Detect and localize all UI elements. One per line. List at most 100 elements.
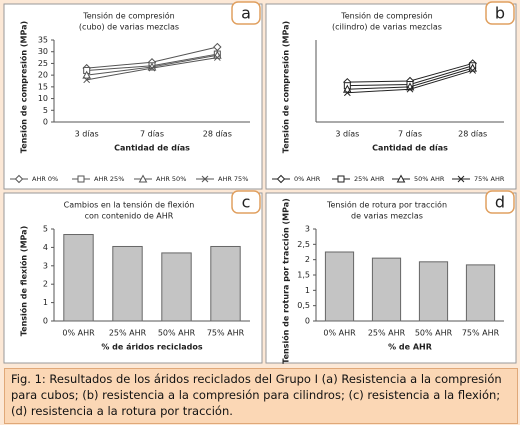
legend-label: AHR 75%: [218, 175, 248, 183]
legend-label: AHR 25%: [94, 175, 124, 183]
chart-title: (cubo) de varias mezclas: [79, 23, 179, 32]
panel-label-box: [231, 1, 261, 25]
charts: a Tensión de compresión (cubo) de varias m…: [3, 1, 517, 364]
panel-label: c: [242, 193, 251, 212]
bar: [324, 251, 355, 322]
y-tick-label: 2: [43, 280, 48, 289]
chart-title: Tensión de compresión: [82, 11, 175, 21]
marker: [406, 85, 414, 93]
x-tick-label: 3 días: [335, 130, 359, 139]
x-tick-label: 75% AHR: [207, 329, 245, 338]
y-tick-label: 1: [305, 286, 310, 295]
legend-label: 0% AHR: [294, 175, 321, 183]
marker: [337, 175, 345, 183]
panel-label: a: [241, 4, 251, 23]
y-tick-label: 4: [43, 243, 48, 252]
y-tick-label: 10: [38, 94, 48, 103]
y-tick-label: 5: [43, 106, 48, 115]
x-tick-label: 0% AHR: [323, 329, 356, 338]
panel: a Tensión de compresión (cubo) de varias m…: [3, 1, 263, 190]
bar: [210, 245, 241, 322]
x-axis-label: Cantidad de días: [114, 144, 190, 153]
panel: c Cambios en la tensión de flexión con con…: [3, 190, 263, 364]
legend-label: AHR 50%: [156, 175, 186, 183]
legend-label: 50% AHR: [414, 175, 445, 183]
legend-label: AHR 0%: [32, 175, 58, 183]
marker: [148, 64, 156, 72]
x-tick-label: 50% AHR: [415, 329, 453, 338]
marker: [343, 89, 351, 97]
marker: [213, 42, 222, 52]
panel-label: d: [495, 193, 505, 212]
panel-box: [265, 3, 517, 190]
x-tick-label: 28 días: [458, 130, 487, 139]
bar: [418, 261, 449, 322]
chart-title: (cilindro) de varias mezclas: [332, 23, 442, 32]
caption: Fig. 1: Resultados de los áridos recicla…: [4, 368, 518, 424]
x-axis-label: % de áridos reciclados: [101, 343, 203, 352]
y-tick-label: 2,5: [297, 240, 310, 249]
marker: [77, 175, 85, 183]
x-tick-label: 3 días: [75, 130, 99, 139]
y-tick-label: 1: [43, 298, 48, 307]
marker: [138, 174, 148, 183]
panel-label-box: [485, 1, 515, 25]
y-tick-label: 0: [43, 317, 48, 326]
y-tick-label: 20: [38, 71, 48, 80]
marker: [83, 76, 91, 84]
marker: [82, 70, 92, 79]
chart-title: Cambios en la tensión de flexión: [64, 200, 195, 210]
x-tick-label: 7 días: [140, 130, 164, 139]
y-tick-label: 35: [38, 36, 48, 45]
marker: [469, 67, 477, 74]
y-axis-label: Tensión de rotura por tracción (MPa): [281, 198, 291, 364]
legend-label: 25% AHR: [354, 175, 385, 183]
bar: [371, 257, 402, 322]
x-tick-label: 7 días: [398, 130, 422, 139]
panel-label: b: [495, 4, 505, 23]
y-tick-label: 5: [43, 225, 48, 234]
y-tick-label: 2: [305, 255, 310, 264]
y-tick-label: 30: [38, 47, 48, 56]
marker: [201, 175, 209, 183]
bar: [112, 245, 143, 322]
x-axis-label: Cantidad de días: [372, 144, 448, 153]
y-axis-label: Tensión de flexión (MPa): [19, 226, 29, 337]
panel-label-box: [231, 190, 261, 214]
chart-title: Tensión de rotura por tracción: [326, 200, 447, 210]
panel-box: [3, 3, 263, 190]
x-tick-label: 75% AHR: [462, 329, 500, 338]
y-tick-label: 15: [38, 82, 48, 91]
x-axis-label: % de AHR: [388, 343, 432, 352]
y-tick-label: 0,5: [297, 301, 310, 310]
bar: [465, 264, 496, 322]
marker: [14, 174, 24, 184]
panel: b Tensión de compresión (cilindro) de vari…: [265, 1, 517, 190]
bar: [161, 252, 192, 322]
y-tick-label: 0: [305, 317, 310, 326]
marker: [396, 174, 406, 183]
x-tick-label: 50% AHR: [158, 329, 196, 338]
chart-title: de varias mezclas: [351, 212, 423, 221]
y-tick-label: 3: [305, 225, 310, 234]
y-tick-label: 1,5: [297, 271, 310, 280]
y-tick-label: 3: [43, 261, 48, 270]
y-tick-label: 0: [43, 118, 48, 127]
panel-label-box: [485, 190, 515, 214]
bar: [63, 234, 94, 322]
x-tick-label: 25% AHR: [368, 329, 406, 338]
chart-title: Tensión de compresión: [340, 11, 433, 21]
marker: [457, 175, 465, 183]
y-axis-label: Tensión de compresión (MPa): [19, 21, 29, 153]
legend-label: 75% AHR: [474, 175, 505, 183]
x-tick-label: 0% AHR: [62, 329, 95, 338]
y-tick-label: 25: [38, 59, 48, 68]
x-tick-label: 28 días: [203, 130, 232, 139]
x-tick-label: 25% AHR: [109, 329, 147, 338]
y-axis-label: Tensión de compresión (MPa): [281, 21, 291, 153]
marker: [213, 54, 221, 61]
chart-title: con contenido de AHR: [85, 212, 174, 221]
marker: [276, 174, 286, 184]
panel: d Tensión de rotura por tracción de varias…: [265, 190, 517, 364]
